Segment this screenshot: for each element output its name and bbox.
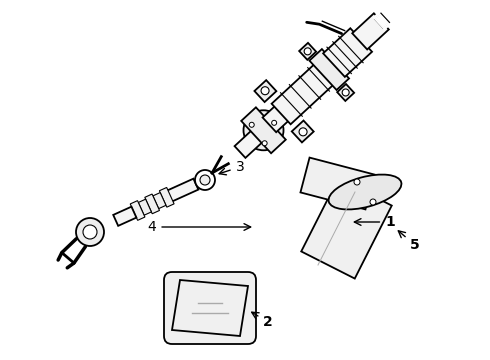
Polygon shape (113, 207, 136, 226)
Polygon shape (254, 80, 276, 102)
Circle shape (342, 89, 349, 96)
Polygon shape (323, 28, 372, 77)
Circle shape (83, 225, 97, 239)
Polygon shape (375, 14, 389, 28)
Polygon shape (337, 84, 354, 101)
Circle shape (262, 141, 267, 146)
Circle shape (164, 322, 180, 338)
Circle shape (232, 328, 248, 344)
Circle shape (195, 170, 215, 190)
Text: 5: 5 (398, 231, 420, 252)
FancyBboxPatch shape (164, 272, 256, 344)
Polygon shape (166, 179, 198, 202)
Circle shape (304, 48, 311, 55)
Polygon shape (301, 179, 392, 279)
Polygon shape (263, 105, 290, 132)
Circle shape (244, 110, 284, 150)
Polygon shape (292, 121, 314, 143)
Polygon shape (271, 64, 334, 124)
Polygon shape (241, 107, 286, 153)
Text: 3: 3 (219, 160, 245, 175)
Circle shape (172, 272, 188, 288)
Polygon shape (235, 129, 264, 158)
Circle shape (200, 175, 210, 185)
Text: 4: 4 (147, 220, 251, 234)
Polygon shape (153, 193, 166, 209)
Circle shape (370, 199, 376, 205)
Polygon shape (145, 194, 160, 214)
Circle shape (354, 179, 360, 185)
Polygon shape (299, 43, 316, 60)
Polygon shape (130, 201, 145, 220)
Text: 2: 2 (252, 312, 273, 329)
Polygon shape (172, 280, 248, 336)
Circle shape (249, 122, 254, 127)
Polygon shape (309, 49, 349, 90)
Text: 1: 1 (354, 215, 395, 229)
Polygon shape (138, 199, 151, 215)
Circle shape (240, 278, 256, 294)
Polygon shape (352, 13, 389, 49)
Polygon shape (159, 188, 174, 207)
Ellipse shape (329, 175, 401, 210)
Polygon shape (300, 158, 374, 210)
Circle shape (299, 128, 307, 136)
Circle shape (76, 218, 104, 246)
Circle shape (271, 120, 277, 125)
Circle shape (261, 87, 269, 95)
